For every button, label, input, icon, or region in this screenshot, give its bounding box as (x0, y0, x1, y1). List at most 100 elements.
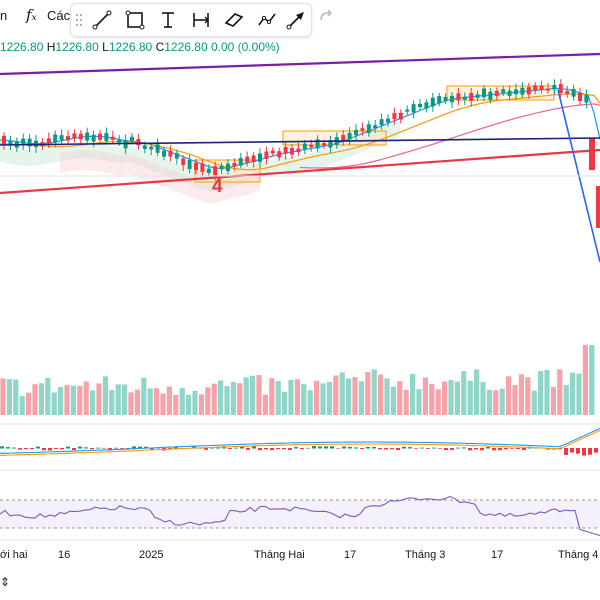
parallel-channel-tool[interactable] (221, 7, 247, 33)
trend-line-tool[interactable] (89, 7, 115, 33)
indicators-icon[interactable]: fₓ (26, 6, 37, 24)
candle-body (296, 148, 301, 153)
volume-bar (83, 381, 89, 415)
candle-body (462, 96, 467, 100)
wave-4-label: 4 (212, 176, 223, 197)
volume-bar (224, 386, 230, 415)
path-tool[interactable] (254, 7, 280, 33)
scale-toggle-icon[interactable]: ⇕ (0, 575, 11, 589)
candle-body (162, 150, 166, 157)
candle-body (405, 109, 410, 112)
candle-body (277, 151, 282, 158)
candle-body (98, 133, 102, 140)
volume-bar (410, 373, 416, 415)
volume-bar (218, 380, 224, 415)
volume-bar (435, 389, 441, 415)
volume-bar (32, 384, 38, 415)
candle-body (149, 146, 154, 150)
macd-histogram-bar (516, 448, 520, 450)
volume-bar (6, 379, 12, 415)
candle-body (596, 186, 600, 228)
x-axis-label: Tháng 4 (558, 549, 599, 561)
x-axis-label: 2025 (139, 549, 164, 561)
candle-body (206, 168, 211, 174)
menu-label[interactable]: Các (47, 8, 71, 23)
candle-body (219, 165, 224, 170)
candle-body (430, 97, 435, 107)
macd-histogram-bar (54, 448, 58, 449)
volume-bar (390, 386, 396, 415)
macd-histogram-bar (276, 448, 280, 450)
volume-bar (243, 377, 249, 415)
volume-bar (160, 393, 166, 415)
macd-histogram-bar (462, 447, 466, 449)
macd-histogram-bar (294, 447, 298, 449)
macd-histogram-bar (84, 447, 88, 449)
upper-trend-line (0, 52, 600, 76)
rectangle-tool[interactable] (122, 7, 148, 33)
macd-histogram-bar (384, 448, 388, 450)
candle-body (136, 138, 141, 146)
volume-bar (576, 373, 582, 415)
macd-histogram-bar (522, 448, 526, 451)
candle-body (475, 94, 480, 98)
drawing-toolbar (70, 3, 312, 37)
candle-body (258, 153, 262, 162)
candle-body (482, 88, 486, 98)
close-value: 1226.80 (164, 40, 208, 54)
candle-body (437, 96, 442, 104)
macd-line (0, 427, 600, 454)
candle-body (520, 87, 525, 95)
volume-bar (358, 381, 364, 415)
candle-body (264, 151, 269, 159)
candle-body (469, 93, 474, 102)
redo-icon[interactable] (318, 8, 334, 24)
candle-body (21, 138, 26, 146)
candle-body (155, 144, 160, 153)
macd-histogram-bar (12, 447, 16, 449)
macd-histogram-bar (504, 448, 508, 450)
macd-histogram-bar (318, 446, 322, 449)
macd-histogram-bar (450, 448, 454, 450)
volume-bar (173, 394, 179, 415)
macd-histogram-bar (18, 448, 22, 450)
rectangle-icon (125, 10, 145, 30)
candle-body (379, 119, 384, 126)
volume-bar (448, 379, 454, 415)
top-toolbar: n fₓ Các (0, 0, 600, 37)
candle-body (411, 104, 416, 113)
candle-body (341, 134, 346, 141)
volume-bar (486, 389, 492, 415)
moving-average-long (299, 103, 600, 169)
candle-body (302, 143, 307, 150)
volume-bar (416, 389, 422, 415)
candle-body (270, 150, 275, 154)
macd-histogram-bar (132, 446, 136, 449)
candle-body (283, 147, 288, 154)
candle-body (181, 158, 186, 166)
measure-tool[interactable] (188, 7, 214, 33)
macd-histogram-bar (24, 448, 28, 450)
candle-body (27, 138, 32, 147)
volume-bar (352, 377, 358, 415)
candle-body (91, 134, 96, 142)
volume-bar (179, 388, 185, 415)
macd-histogram-bar (426, 448, 430, 449)
arrow-tool[interactable] (283, 7, 309, 33)
text-tool[interactable] (155, 7, 181, 33)
macd-histogram-bar (48, 448, 52, 451)
drag-handle-icon[interactable] (75, 13, 83, 27)
macd-histogram-bar (78, 446, 82, 449)
macd-histogram-bar (378, 448, 382, 450)
macd-histogram-bar (564, 448, 568, 455)
macd-histogram-bar (96, 447, 100, 449)
macd-histogram-bar (354, 447, 358, 449)
volume-bar (13, 379, 19, 415)
macd-histogram-bar (366, 446, 370, 449)
symbol-fragment: n (0, 8, 8, 23)
volume-bar (128, 392, 134, 415)
macd-histogram-bar (372, 446, 376, 449)
macd-histogram-bar (432, 447, 436, 449)
candle-body (130, 136, 134, 141)
